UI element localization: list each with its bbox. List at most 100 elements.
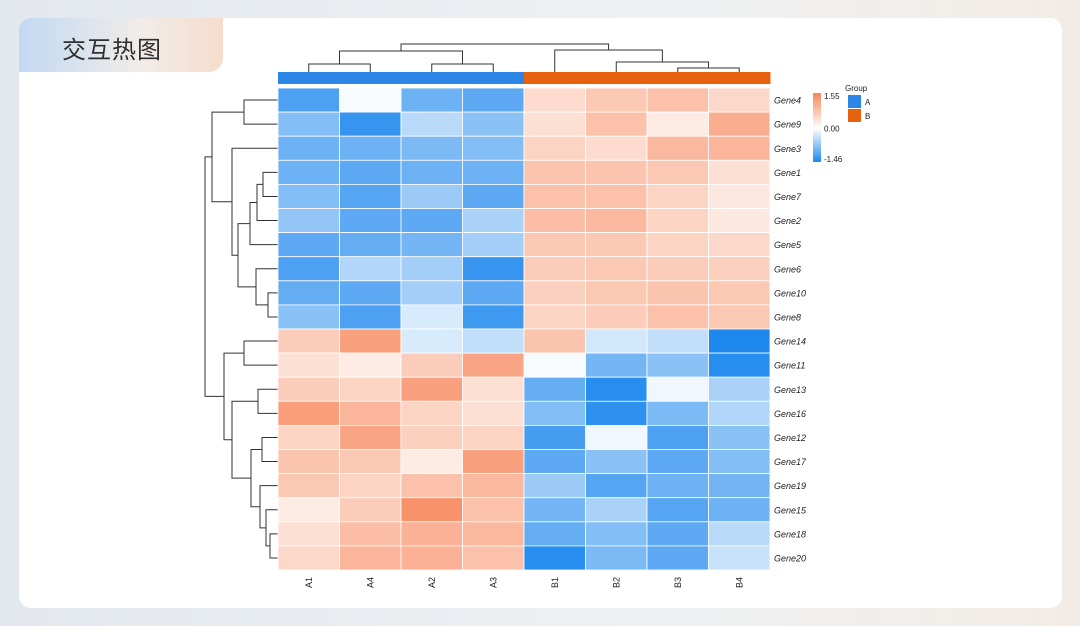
heatmap-cell	[708, 208, 771, 234]
row-label: Gene16	[774, 409, 806, 419]
heatmap-cell	[585, 304, 648, 330]
scale-max-label: 1.55	[824, 92, 840, 101]
heatmap-cell	[646, 111, 709, 137]
heatmap-cell	[523, 352, 586, 378]
heatmap-cell	[462, 328, 525, 354]
heatmap-cell	[585, 280, 648, 306]
heatmap-cell	[462, 376, 525, 402]
heatmap-cell	[585, 521, 648, 547]
heatmap-cell	[277, 376, 340, 402]
group-bar-cell	[339, 72, 402, 84]
heatmap-cell	[400, 304, 463, 330]
dendrogram-branch	[231, 400, 258, 479]
row-label: Gene6	[774, 264, 801, 274]
heatmap-cell	[339, 400, 402, 426]
heatmap-cell	[400, 159, 463, 185]
heatmap-cell	[646, 400, 709, 426]
heatmap-cell	[400, 183, 463, 209]
row-label: Gene15	[774, 505, 807, 515]
heatmap-cell	[585, 111, 648, 137]
heatmap-cell	[646, 159, 709, 185]
dendrogram-branch	[267, 292, 278, 318]
group-bar-cell	[647, 72, 709, 84]
heatmap-cell	[708, 473, 771, 499]
heatmap-cell	[708, 111, 771, 137]
heatmap-cell	[277, 232, 340, 258]
group-bar-cell	[462, 72, 525, 84]
heatmap-cell	[339, 376, 402, 402]
heatmap-cell	[708, 376, 771, 402]
dendrogram-branch	[211, 111, 244, 203]
group-bar-cell	[708, 72, 771, 84]
heatmap-cell	[277, 208, 340, 234]
dendrogram-branch	[249, 201, 278, 246]
heatmap-cell	[585, 545, 648, 571]
heatmap-cell	[462, 183, 525, 209]
heatmap-cell	[277, 424, 340, 450]
heatmap-cell	[523, 497, 586, 523]
row-label: Gene17	[774, 457, 807, 467]
row-labels: Gene4 Gene9 Gene3 Gene1 Gene7 Gene2 Gene5 Gene6…	[774, 96, 807, 564]
group-bar-cell	[524, 72, 586, 84]
heatmap-cell	[646, 473, 709, 499]
heatmap-cell	[462, 545, 525, 571]
dendrogram-branch	[431, 63, 494, 72]
heatmap-cell	[708, 352, 771, 378]
heatmap-cell	[339, 352, 402, 378]
heatmap-cell	[708, 159, 771, 185]
row-label: Gene12	[774, 433, 806, 443]
heatmap-cell	[523, 280, 586, 306]
heatmap-cell	[708, 497, 771, 523]
dendrogram-branch	[257, 388, 278, 414]
heatmap-cell	[339, 424, 402, 450]
row-label: Gene1	[774, 168, 801, 178]
row-label: Gene3	[774, 144, 801, 154]
heatmap-cells	[277, 87, 771, 571]
dendrogram-branch	[615, 61, 709, 72]
heatmap-cell	[708, 232, 771, 258]
dendrogram-branch	[243, 99, 278, 125]
heatmap-cell	[339, 521, 402, 547]
heatmap-cell	[585, 159, 648, 185]
row-label: Gene14	[774, 337, 806, 347]
dendrogram-branch	[265, 509, 278, 547]
title-tab	[19, 18, 223, 72]
row-label: Gene9	[774, 120, 801, 130]
legend: 1.55 0.00 -1.46 Group AB	[813, 84, 871, 164]
group-bar-cell	[585, 72, 648, 84]
heatmap-cell	[585, 400, 648, 426]
row-label: Gene5	[774, 240, 802, 250]
heatmap-cell	[400, 352, 463, 378]
heatmap-cell	[523, 521, 586, 547]
heatmap-cell	[708, 449, 771, 475]
heatmap-cell	[523, 400, 586, 426]
heatmap-cell	[646, 449, 709, 475]
heatmap-cell	[523, 545, 586, 571]
column-label: B3	[673, 577, 683, 588]
heatmap-cell	[585, 135, 648, 161]
heatmap-cell	[708, 521, 771, 547]
heatmap-cell	[523, 473, 586, 499]
page-title: 交互热图	[62, 36, 162, 64]
heatmap-cell	[585, 449, 648, 475]
heatmap-cell	[277, 111, 340, 137]
heatmap-cell	[708, 87, 771, 113]
heatmap-cell	[400, 376, 463, 402]
heatmap-cell	[523, 159, 586, 185]
heatmap-cell	[646, 135, 709, 161]
dendrogram-branch	[554, 49, 663, 72]
color-scale-bar	[813, 93, 821, 162]
column-labels: A1 A4 A2 A3 B1 B2 B3 B4	[304, 577, 745, 588]
scale-min-label: -1.46	[824, 155, 843, 164]
heatmap-cell	[585, 256, 648, 282]
heatmap-cell	[462, 256, 525, 282]
row-label: Gene4	[774, 96, 801, 106]
heatmap-cell	[646, 256, 709, 282]
heatmap-cell	[277, 183, 340, 209]
heatmap-cell	[708, 400, 771, 426]
heatmap-cell	[708, 256, 771, 282]
heatmap-cell	[523, 135, 586, 161]
column-label: B2	[611, 577, 621, 588]
heatmap-cell	[523, 449, 586, 475]
